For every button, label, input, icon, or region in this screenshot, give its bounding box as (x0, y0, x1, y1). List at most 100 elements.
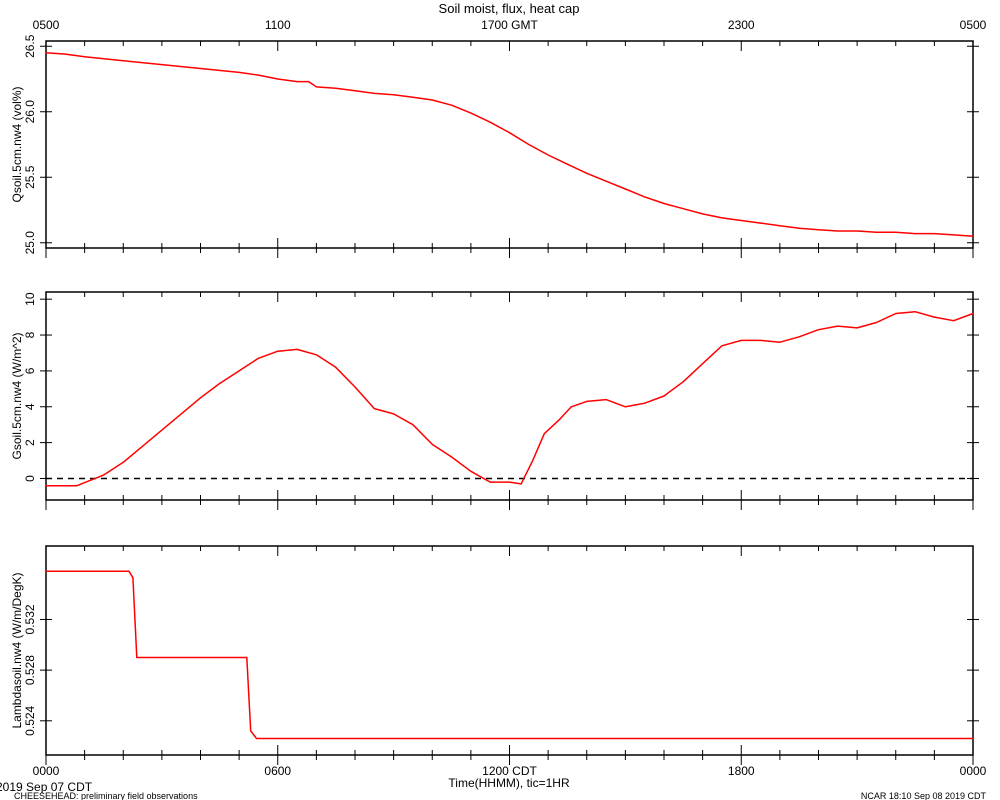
top-axis-tick-labels: 0500 1100 1700 GMT 2300 0500 (33, 18, 987, 32)
data-point (624, 406, 627, 408)
data-point (740, 219, 742, 222)
data-point (547, 154, 549, 156)
series-line (46, 570, 973, 740)
data-point (84, 56, 86, 58)
data-point (393, 413, 395, 415)
footer-credit: NCAR 18:10 Sep 08 2019 CDT (861, 791, 987, 800)
y-tick-label: 8 (23, 331, 37, 338)
data-point (250, 730, 252, 732)
data-point (132, 577, 134, 579)
data-point (180, 413, 182, 415)
chart-panels: 25.0 25.5 26.0 26.5 Qsoil.5cm.nw4 (vol%) 0 2 4 6… (10, 34, 979, 765)
data-point (451, 104, 453, 106)
data-point (335, 366, 337, 368)
panel-2: 0 2 4 6 8 10 Gsoil.5cm.nw4 (W/m^2) (10, 291, 979, 510)
data-point (412, 424, 414, 426)
data-point (296, 81, 298, 83)
data-point (760, 222, 762, 224)
y-tick-label: 2 (23, 439, 37, 446)
data-point (128, 570, 130, 572)
data-point (895, 231, 897, 233)
y-tick-label: 0 (23, 475, 37, 482)
data-point (586, 172, 588, 174)
data-point (566, 163, 569, 165)
y-axis-label: Lambdasoil.nw4 (W/m/DegK) (10, 572, 24, 728)
data-point (953, 234, 955, 236)
data-point (559, 418, 561, 420)
data-point (740, 339, 742, 341)
data-point (373, 408, 375, 410)
data-point (543, 433, 545, 435)
y-tick-label: 6 (23, 367, 37, 374)
data-point (605, 399, 607, 401)
bottom-axis-tick-labels: 0000 0600 1200 CDT 1800 0000 (33, 764, 987, 778)
data-point (895, 312, 897, 315)
data-point (856, 230, 858, 232)
data-point (721, 345, 723, 347)
data-point (933, 233, 936, 235)
data-point (142, 445, 144, 447)
panel-frame (45, 291, 974, 501)
data-point (721, 217, 723, 219)
data-point (257, 357, 259, 359)
data-point (335, 87, 337, 89)
bottom-tick-label: 0000 (33, 764, 60, 778)
y-tick-label: 4 (23, 403, 37, 410)
data-point (953, 320, 955, 322)
data-point (644, 196, 646, 198)
data-point (644, 402, 646, 404)
top-tick-label: 1100 (265, 18, 291, 32)
data-point (817, 329, 820, 331)
data-point (702, 363, 704, 365)
data-point (570, 406, 572, 408)
bottom-tick-label: 1200 CDT (482, 764, 537, 778)
data-point (45, 570, 47, 572)
data-point (354, 90, 356, 92)
top-tick-label: 0500 (960, 18, 987, 32)
data-point (470, 470, 472, 472)
data-point (508, 132, 511, 134)
data-point (470, 112, 472, 114)
data-point (624, 188, 627, 190)
data-point (489, 481, 491, 483)
series-line (45, 52, 974, 237)
y-tick-label: 10 (23, 292, 37, 306)
footer-project: CHEESEHEAD: preliminary field observatio… (14, 791, 198, 800)
data-point (431, 443, 433, 445)
data-point (663, 395, 665, 397)
data-point (277, 78, 279, 80)
data-point (122, 461, 124, 463)
data-point (238, 71, 240, 73)
data-point (76, 485, 78, 487)
panel-1: 25.0 25.5 26.0 26.5 Qsoil.5cm.nw4 (vol%) (10, 34, 979, 258)
data-point (45, 485, 47, 487)
data-point (798, 227, 800, 229)
data-point (605, 180, 607, 182)
panel-frame (45, 545, 974, 756)
data-point (779, 341, 781, 343)
data-point (779, 225, 781, 227)
data-point (161, 64, 163, 66)
y-tick-label: 0.532 (23, 604, 37, 634)
data-point (161, 429, 163, 431)
footer-date: 2019 Sep 07 CDT (0, 780, 93, 794)
data-point (199, 397, 202, 399)
data-point (354, 386, 356, 388)
y-tick-label: 0.528 (23, 655, 37, 685)
data-point (219, 382, 221, 384)
y-axis-label: Qsoil.5cm.nw4 (vol%) (10, 86, 24, 202)
data-point (875, 231, 878, 233)
data-point (393, 94, 395, 96)
data-point (682, 208, 684, 210)
data-point (255, 737, 258, 740)
data-point (451, 456, 453, 458)
data-point (532, 460, 534, 462)
data-point (508, 481, 511, 483)
data-point (914, 311, 916, 313)
data-point (64, 53, 66, 55)
data-point (373, 92, 375, 94)
data-point (528, 143, 530, 146)
data-point (933, 316, 936, 318)
